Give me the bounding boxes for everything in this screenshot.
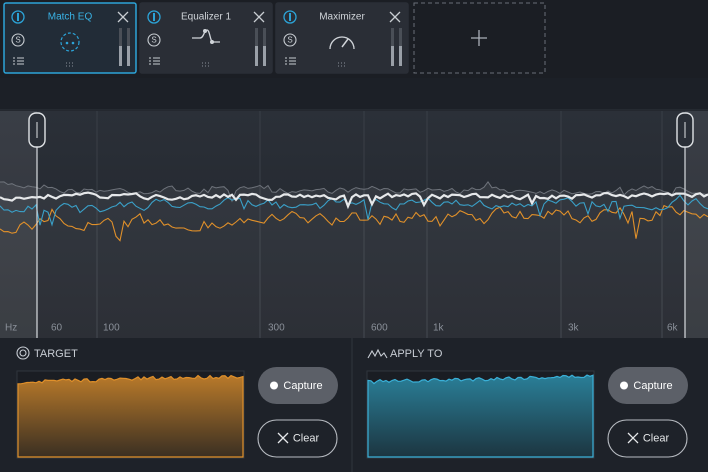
meter-level bbox=[391, 46, 394, 66]
orange-curve bbox=[0, 204, 708, 242]
add-icon bbox=[471, 30, 487, 46]
meter-level bbox=[119, 46, 122, 66]
target-icon bbox=[16, 346, 30, 360]
meter-level bbox=[127, 46, 130, 66]
reference-area bbox=[0, 181, 708, 338]
frequency-label: Hz bbox=[5, 323, 17, 334]
mini-spectrum bbox=[17, 374, 244, 458]
capture-button[interactable] bbox=[258, 367, 338, 404]
power-button[interactable] bbox=[11, 10, 25, 24]
solo-button[interactable] bbox=[11, 33, 25, 47]
meter-level bbox=[399, 46, 402, 66]
capture-dot bbox=[620, 381, 628, 390]
eq-curve bbox=[0, 191, 708, 210]
power-icon bbox=[17, 13, 19, 21]
solo-button[interactable] bbox=[283, 33, 297, 47]
capture-dot bbox=[270, 381, 278, 390]
frequency-label: 300 bbox=[268, 323, 285, 334]
solo-label: S bbox=[15, 36, 20, 45]
power-icon bbox=[153, 13, 155, 21]
clear-label: Clear bbox=[293, 432, 320, 444]
drag-dots bbox=[66, 62, 73, 67]
module-name: Maximizer bbox=[319, 12, 365, 23]
toolbar-gap bbox=[0, 78, 708, 110]
apply-icon bbox=[367, 348, 388, 359]
frequency-label: 100 bbox=[103, 323, 120, 334]
power-button[interactable] bbox=[147, 10, 161, 24]
low-cut-region bbox=[0, 111, 37, 338]
clear-button[interactable] bbox=[257, 419, 338, 458]
section-title: APPLY TO bbox=[390, 348, 443, 360]
solo-label: S bbox=[287, 36, 292, 45]
eq-node bbox=[203, 29, 207, 33]
frequency-label: 1k bbox=[433, 323, 445, 334]
capture-label: Capture bbox=[633, 380, 672, 392]
frequency-label: 60 bbox=[51, 323, 63, 334]
match-icon-dot bbox=[71, 41, 75, 45]
close-button[interactable] bbox=[389, 11, 401, 23]
list-icon bbox=[13, 57, 24, 65]
frequency-label: 6k bbox=[667, 323, 679, 334]
add-module-slot[interactable] bbox=[413, 2, 546, 74]
meter-level bbox=[263, 46, 266, 66]
reference-curve bbox=[0, 181, 708, 203]
eq-node bbox=[210, 40, 214, 44]
power-icon bbox=[289, 13, 291, 21]
clear-icon bbox=[627, 432, 639, 444]
close-button[interactable] bbox=[117, 11, 129, 23]
module-name: Match EQ bbox=[48, 12, 93, 23]
target-icon bbox=[19, 349, 27, 357]
solo-button[interactable] bbox=[147, 33, 161, 47]
clear-icon bbox=[277, 432, 289, 444]
module-name: Equalizer 1 bbox=[181, 12, 231, 23]
list-icon bbox=[285, 57, 296, 65]
power-button[interactable] bbox=[283, 10, 297, 24]
module-card[interactable] bbox=[139, 2, 273, 74]
drag-dots bbox=[338, 62, 345, 67]
match-icon bbox=[60, 32, 80, 52]
blue-curve bbox=[0, 194, 708, 227]
high-cut-region bbox=[685, 111, 708, 338]
gauge-needle bbox=[341, 38, 349, 48]
module-card[interactable] bbox=[3, 2, 137, 74]
clear-button[interactable] bbox=[607, 419, 688, 458]
clear-label: Clear bbox=[643, 432, 670, 444]
list-icon bbox=[149, 57, 160, 65]
capture-button[interactable] bbox=[608, 367, 688, 404]
solo-label: S bbox=[151, 36, 156, 45]
match-icon-dot bbox=[65, 41, 69, 45]
meter-level bbox=[255, 46, 258, 66]
gauge-icon bbox=[329, 36, 355, 50]
spectrum-area bbox=[0, 111, 708, 338]
frequency-label: 3k bbox=[568, 323, 580, 334]
section-title: TARGET bbox=[34, 348, 78, 360]
mini-spectrum bbox=[367, 374, 594, 458]
capture-label: Capture bbox=[283, 380, 322, 392]
drag-dots bbox=[202, 62, 209, 67]
close-button[interactable] bbox=[253, 11, 265, 23]
module-card[interactable] bbox=[275, 2, 409, 74]
frequency-label: 600 bbox=[371, 323, 388, 334]
